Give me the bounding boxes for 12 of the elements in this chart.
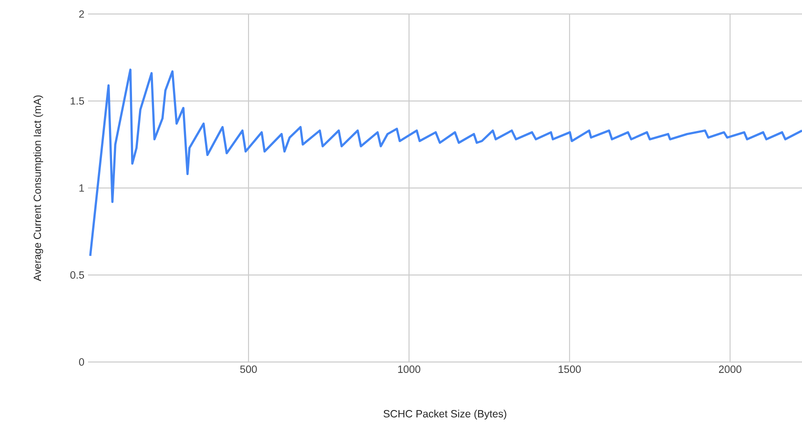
y-tick-label: 2: [79, 10, 84, 18]
x-axis-title: SCHC Packet Size (Bytes): [384, 410, 506, 420]
x-tick-label: 500: [240, 366, 257, 373]
y-tick-label: 1: [79, 184, 84, 192]
line-series: [89, 68, 802, 257]
y-tick-label: 1.5: [70, 97, 84, 105]
x-tick-label: 2000: [718, 366, 742, 373]
x-tick-label: 1500: [558, 366, 581, 373]
y-tick-label: 0: [79, 358, 84, 366]
y-tick-label: 0.5: [70, 271, 84, 279]
x-tick-label: 1000: [398, 366, 420, 373]
y-axis-title: Average Current Consumption Iact (mA): [33, 95, 44, 282]
